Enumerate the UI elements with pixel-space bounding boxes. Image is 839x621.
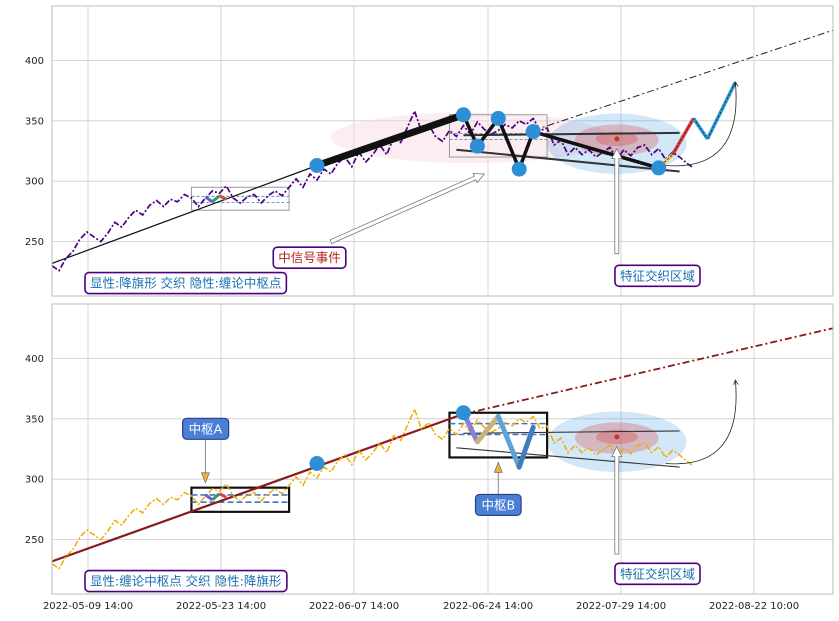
plot-area-top xyxy=(52,29,833,272)
highlight-ellipse xyxy=(330,112,610,164)
forecast-zigzag-dots xyxy=(658,154,673,169)
annotation-box xyxy=(614,264,701,288)
y-tick-label: 350 xyxy=(25,116,44,127)
zigzag-segment xyxy=(516,424,536,470)
channel-line xyxy=(456,148,680,173)
highlight-ellipse xyxy=(547,411,687,472)
annotation-feature-zone: 特征交织区域 xyxy=(620,566,695,581)
small-zigzag-segment xyxy=(204,195,214,204)
bi-point xyxy=(525,124,541,140)
annotation-box xyxy=(84,569,288,593)
zhongshu-label-box xyxy=(182,417,230,440)
y-tick-label: 250 xyxy=(25,535,44,546)
hollow-arrow xyxy=(611,445,623,555)
curved-arrow xyxy=(665,380,736,465)
hollow-arrow xyxy=(329,172,486,245)
y-tick-label: 400 xyxy=(25,354,44,365)
ellipse-center-dot xyxy=(614,434,620,440)
annotation-box xyxy=(84,271,288,295)
y-tick-label: 300 xyxy=(25,177,44,188)
x-tick-label: 2022-05-23 14:00 xyxy=(176,601,266,612)
small-zigzag-segment xyxy=(218,492,227,499)
label-arrow-head xyxy=(200,472,210,484)
bi-point xyxy=(511,161,527,177)
hollow-arrow xyxy=(611,147,623,255)
small-zigzag-segment xyxy=(211,492,221,501)
zigzag-segment xyxy=(495,413,522,470)
forecast-zigzag-dots xyxy=(672,118,694,155)
curved-arrow xyxy=(665,82,736,167)
x-tick-label: 2022-06-24 14:00 xyxy=(443,601,533,612)
y-tick-label: 250 xyxy=(25,237,44,248)
panel-top: 250 300 350 400 显性:降旗形 交织 隐性:缠论中枢点 中信号事件特征交织区… xyxy=(25,5,834,297)
annotation-feature-zone: 特征交织区域 xyxy=(620,268,695,283)
ellipse-center-dot xyxy=(614,136,620,142)
price-series xyxy=(52,407,694,570)
zhongshu-box xyxy=(190,486,291,513)
channel-line xyxy=(463,430,680,434)
x-tick-label: 2022-06-07 14:00 xyxy=(309,601,399,612)
bi-segment xyxy=(496,116,521,171)
bi-point xyxy=(309,158,325,173)
bi-point xyxy=(490,110,506,126)
highlight-ellipse xyxy=(547,113,687,174)
forecast-zigzag-dots xyxy=(693,118,708,140)
price-series xyxy=(52,108,694,272)
panel-frame xyxy=(51,5,834,297)
annotation-box xyxy=(614,562,701,586)
panel-bottom: 250 300 350 400 显性:缠论中枢点 交织 隐性:降旗形 特征交织区域 中枢A 中… xyxy=(25,303,834,595)
forecast-line xyxy=(463,327,833,415)
panel-frame xyxy=(51,303,834,595)
label-arrow-head xyxy=(493,461,503,473)
annotation-legend: 显性:缠论中枢点 交织 隐性:降旗形 xyxy=(90,574,282,589)
forecast-line xyxy=(533,29,833,131)
annotation-legend: 显性:降旗形 交织 隐性:缠论中枢点 xyxy=(90,276,281,291)
bi-point xyxy=(651,160,667,176)
channel-line xyxy=(463,131,680,137)
bi-point xyxy=(455,107,471,123)
trend-line xyxy=(52,412,464,563)
y-tick-label: 350 xyxy=(25,414,44,425)
annotation-signal-event: 中信号事件 xyxy=(278,250,341,265)
bi-segment xyxy=(313,111,467,169)
x-tick-label: 2022-05-09 14:00 xyxy=(43,601,133,612)
small-zigzag-segment xyxy=(218,194,227,201)
small-zigzag-segment xyxy=(204,493,214,502)
annotation-box xyxy=(272,246,347,269)
bi-point xyxy=(469,138,485,154)
x-tick-label: 2022-07-29 14:00 xyxy=(576,601,666,612)
bi-point xyxy=(309,456,325,471)
forecast-zigzag-dots xyxy=(707,81,736,140)
x-tick-label: 2022-08-22 10:00 xyxy=(709,601,799,612)
trend-line xyxy=(52,164,318,264)
zigzag-segment xyxy=(474,413,501,445)
small-zigzag-segment xyxy=(211,194,221,203)
zhongshu-label: 中枢A xyxy=(189,421,223,436)
y-tick-label: 400 xyxy=(25,56,44,67)
zhongshu-label-box xyxy=(474,493,522,517)
zhongshu-label: 中枢B xyxy=(481,497,515,512)
bi-point xyxy=(455,405,471,421)
y-tick-label: 300 xyxy=(25,475,44,486)
plot-area-bottom xyxy=(52,327,833,570)
channel-line xyxy=(456,447,680,468)
